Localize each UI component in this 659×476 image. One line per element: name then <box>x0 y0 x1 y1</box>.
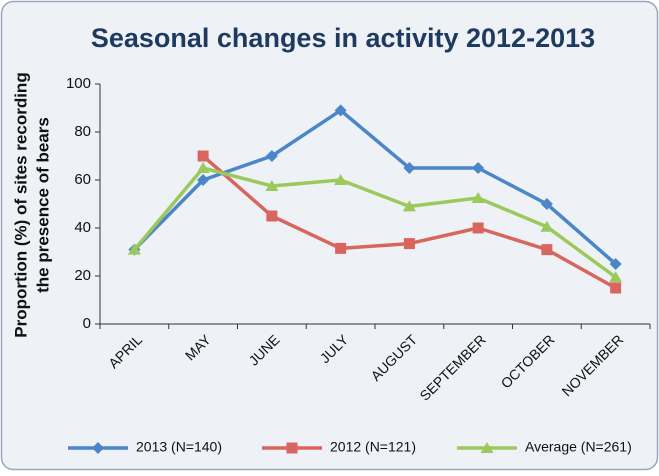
data-point <box>266 210 278 222</box>
legend-label: Average (N=261) <box>525 439 632 455</box>
data-point <box>610 282 622 294</box>
y-tick-label: 40 <box>74 219 91 236</box>
data-point <box>541 244 553 256</box>
legend-marker <box>480 442 494 453</box>
data-point <box>265 180 279 191</box>
y-tick-label: 100 <box>66 75 91 92</box>
data-point <box>334 104 347 117</box>
data-point <box>540 220 554 232</box>
data-point <box>471 192 485 203</box>
data-point <box>609 258 622 270</box>
data-point <box>403 238 415 250</box>
data-point <box>403 162 416 174</box>
data-point <box>127 243 141 255</box>
legend-marker <box>92 442 104 454</box>
series-line <box>133 166 617 279</box>
data-point <box>540 198 553 210</box>
chart-title: Seasonal changes in activity 2012-2013 <box>91 23 595 53</box>
data-point <box>265 150 278 162</box>
data-point <box>197 150 209 162</box>
data-point <box>609 271 623 283</box>
y-tick-label: 20 <box>74 267 91 284</box>
data-point <box>335 242 347 254</box>
data-point <box>197 174 210 186</box>
y-tick-label: 60 <box>74 171 91 188</box>
data-point <box>196 162 210 173</box>
y-axis-label: Proportion (%) of sites recording <box>11 72 30 337</box>
legend-marker <box>286 442 298 454</box>
data-point <box>472 222 484 234</box>
y-axis-label: the presence of bears <box>33 117 52 293</box>
legend-label: 2013 (N=140) <box>136 439 222 455</box>
y-tick-label: 0 <box>83 315 91 332</box>
series-line <box>133 108 617 266</box>
legend-label: 2012 (N=121) <box>330 439 416 455</box>
y-tick-label: 80 <box>74 123 91 140</box>
data-point <box>334 174 348 185</box>
data-point <box>402 200 416 212</box>
data-point <box>472 162 485 174</box>
